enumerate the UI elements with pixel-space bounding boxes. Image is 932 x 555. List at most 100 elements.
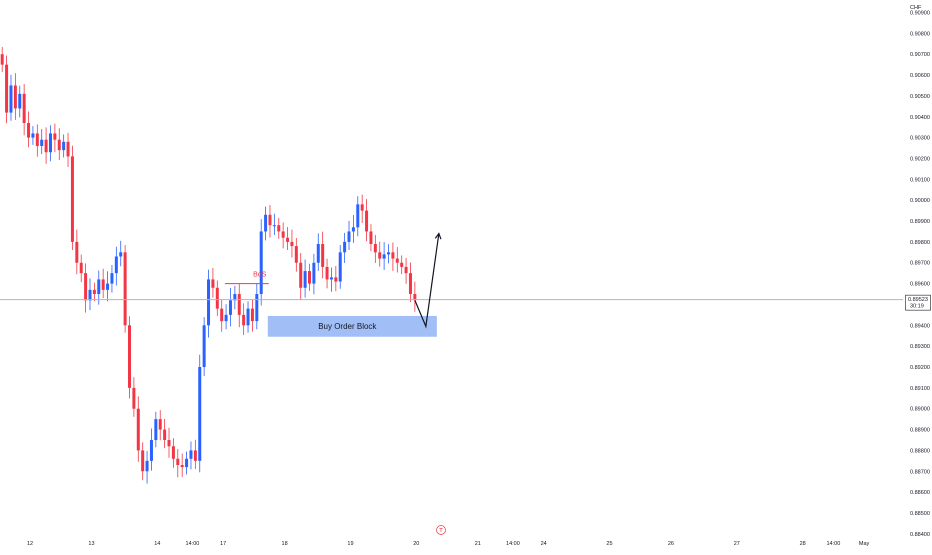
candle-body <box>84 273 88 301</box>
candle <box>272 213 276 236</box>
time-tick-label: 19 <box>347 541 353 547</box>
candle <box>145 451 149 484</box>
price-tick-label: 0.90100 <box>910 177 930 183</box>
candle <box>110 265 114 293</box>
candle-body <box>369 231 373 244</box>
candle <box>255 283 259 330</box>
candle <box>351 214 355 243</box>
candle-body <box>101 279 105 290</box>
candle <box>70 145 74 251</box>
candle <box>97 270 101 305</box>
candle-body <box>299 262 303 288</box>
candle <box>79 254 83 283</box>
candle <box>277 217 281 239</box>
candle <box>13 73 17 120</box>
candle-body <box>224 314 228 322</box>
buy-order-block-zone[interactable] <box>267 315 437 337</box>
price-tick-label: 0.89000 <box>910 407 930 413</box>
candle-body <box>57 139 61 151</box>
candle-body <box>167 439 171 447</box>
price-tick-label: 0.90200 <box>910 156 930 162</box>
price-tick-label: 0.90000 <box>910 198 930 204</box>
candle <box>22 84 26 136</box>
arrow-head-icon <box>434 232 442 240</box>
candle <box>119 240 123 267</box>
candle <box>0 46 4 72</box>
candle <box>75 229 79 275</box>
currency-label: CHF <box>910 5 922 11</box>
candle-body <box>193 450 197 461</box>
price-tick-label: 0.89200 <box>910 365 930 371</box>
candle <box>373 235 377 263</box>
candle <box>84 263 88 313</box>
candle <box>88 278 92 311</box>
time-axis[interactable]: 12 13 14 14:00 17 18 19 20 21 14:00 24 25 26 27 28 14:0… <box>27 541 870 547</box>
price-tick-label: 0.90800 <box>910 31 930 37</box>
candle <box>387 244 391 264</box>
candle-body <box>356 204 360 228</box>
candle <box>347 220 351 251</box>
candle <box>40 129 44 155</box>
tradingview-logo-icon <box>436 525 446 535</box>
price-tick-label: 0.89300 <box>910 344 930 350</box>
candle <box>149 428 153 471</box>
candle-body <box>395 258 399 263</box>
candle <box>57 128 61 160</box>
candle-body <box>106 283 110 290</box>
candle <box>242 303 246 336</box>
candle <box>176 448 180 478</box>
price-tag-background <box>905 294 931 311</box>
candle <box>268 204 272 238</box>
candle <box>92 282 96 302</box>
candle-body <box>259 231 263 295</box>
candle-countdown: 30:19 <box>910 304 924 310</box>
candle-body <box>347 231 351 242</box>
candle-body <box>391 252 395 259</box>
candle <box>48 125 52 162</box>
candle-body <box>228 300 232 315</box>
candle <box>321 231 325 279</box>
projection-path[interactable] <box>414 233 440 329</box>
order-block-group[interactable]: Buy Order Block <box>267 315 437 337</box>
projection-arrow[interactable] <box>414 232 442 329</box>
candle-body <box>338 252 342 282</box>
price-tick-label: 0.90600 <box>910 73 930 79</box>
candle-body <box>294 246 298 263</box>
candle <box>62 134 66 158</box>
candle <box>237 284 241 328</box>
candle <box>316 233 320 271</box>
candle-body <box>110 273 114 284</box>
candle-body <box>9 85 13 113</box>
candle-body <box>334 277 338 282</box>
price-tick-label: 0.88700 <box>910 469 930 475</box>
candle <box>167 427 171 458</box>
candle <box>215 280 219 316</box>
candle <box>132 377 136 417</box>
time-tick-label: 12 <box>27 541 33 547</box>
candle-body <box>5 64 9 113</box>
candle-body <box>40 139 44 146</box>
candle <box>404 257 408 284</box>
candle-body <box>255 294 259 322</box>
time-tick-label: 18 <box>282 541 288 547</box>
candle <box>391 242 395 271</box>
candle <box>185 451 189 475</box>
candles-layer <box>0 46 417 484</box>
candle <box>9 74 13 121</box>
candle <box>334 265 338 292</box>
buy-order-block-label: Buy Order Block <box>318 322 377 331</box>
candle-body <box>373 243 377 253</box>
candle-body <box>44 139 48 153</box>
candle <box>360 194 364 223</box>
bos-group[interactable]: BoS <box>224 272 269 285</box>
candle-body <box>70 156 74 242</box>
time-tick-label: 14:00 <box>186 541 200 547</box>
candle-body <box>272 225 276 227</box>
price-tick-label: 0.90900 <box>910 11 930 17</box>
candle-body <box>215 287 219 309</box>
price-axis[interactable]: CHF 0.90900 0.90800 0.90700 0.90600 0.90500 0… <box>910 5 930 538</box>
candle-body <box>136 408 140 451</box>
candle <box>264 206 268 241</box>
